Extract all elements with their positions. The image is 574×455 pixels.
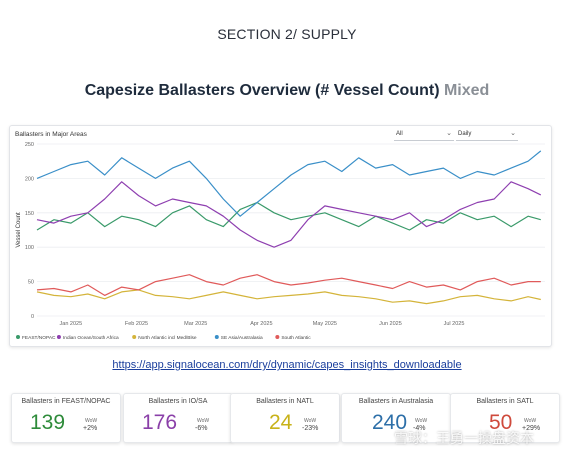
kpi-card-feast: Ballasters in FEAST/NOPAC 139 WoW +2%	[11, 393, 121, 443]
kpi-title: Ballasters in FEAST/NOPAC	[21, 398, 111, 405]
kpi-value: 24	[269, 411, 293, 434]
y-tick-label: 0	[31, 314, 34, 320]
chart-card: Ballasters in Major Areas 0 50 100 150 200 250…	[9, 125, 552, 347]
kpi-change: +29%	[522, 425, 541, 432]
kpi-title: Ballasters in SATL	[476, 398, 534, 405]
chevron-down-icon: ⌄	[446, 130, 452, 137]
kpi-unit: WoW	[85, 418, 98, 424]
kpi-unit: WoW	[524, 418, 537, 424]
legend-label: FEAST/NOPAC	[22, 335, 56, 341]
watermark: 雪球：王勇一操盘资本	[394, 431, 534, 447]
line-chart: Ballasters in Major Areas 0 50 100 150 200 250…	[15, 131, 545, 341]
kpi-value: 176	[142, 411, 178, 434]
kpi-change: +2%	[83, 425, 98, 432]
legend-marker	[132, 335, 137, 339]
x-tick-label: Jul 2025	[444, 321, 465, 327]
kpi-card-natl: Ballasters in NATL 24 WoW -23%	[230, 393, 340, 443]
x-tick-label: May 2025	[313, 321, 337, 327]
kpi-value: 139	[30, 411, 66, 434]
x-tick-label: Feb 2025	[125, 321, 148, 327]
kpi-card-australasia: Ballasters in Australasia 240 WoW -4%	[341, 393, 451, 443]
kpi-title: Ballasters in NATL	[256, 398, 314, 405]
chart-title: Ballasters in Major Areas	[15, 131, 88, 138]
legend-label: South Atlantic	[281, 335, 311, 341]
y-tick-label: 100	[25, 245, 34, 251]
x-tick-label: Apr 2025	[250, 321, 272, 327]
kpi-title: Ballasters in IO/SA	[148, 398, 208, 405]
region-dropdown[interactable]: All ⌄	[394, 129, 454, 141]
frequency-dropdown-value: Daily	[458, 131, 472, 137]
x-tick-label: Mar 2025	[184, 321, 207, 327]
page-title: Capesize Ballasters Overview (# Vessel C…	[0, 82, 574, 100]
legend-label: Indian Ocean/South Africa	[63, 335, 119, 341]
kpi-change: -23%	[302, 425, 319, 432]
kpi-title: Ballasters in Australasia	[358, 398, 434, 405]
section-title: SECTION 2/ SUPPLY	[217, 26, 357, 42]
x-tick-label: Jun 2025	[379, 321, 402, 327]
title-main: Capesize Ballasters Overview (# Vessel C…	[84, 82, 440, 99]
kpi-unit: WoW	[415, 418, 428, 424]
kpi-card-satl: Ballasters in SATL 50 WoW +29%	[450, 393, 560, 443]
legend-marker	[214, 335, 219, 339]
download-link[interactable]: https://app.signalocean.com/dry/dynamic/…	[112, 359, 462, 371]
kpi-value: 50	[489, 411, 513, 434]
series-line	[36, 274, 541, 296]
title-suffix: Mixed	[443, 82, 490, 99]
y-tick-label: 50	[28, 280, 34, 286]
region-dropdown-value: All	[396, 131, 403, 137]
kpi-unit: WoW	[304, 418, 317, 424]
y-axis-label: Vessel Count	[16, 212, 22, 248]
kpi-value: 240	[372, 411, 408, 434]
kpi-unit: WoW	[197, 418, 210, 424]
legend-marker	[16, 335, 20, 339]
kpi-card-iosa: Ballasters in IO/SA 176 WoW -6%	[123, 393, 233, 443]
series-line	[36, 181, 542, 248]
legend-marker	[56, 335, 61, 339]
chevron-down-icon: ⌄	[510, 130, 516, 137]
frequency-dropdown[interactable]: Daily ⌄	[456, 129, 518, 141]
kpi-change: -6%	[195, 425, 208, 432]
legend-label: North Atlantic incl Med/Blse	[138, 335, 197, 341]
kpi-change: -4%	[413, 425, 426, 432]
x-tick-label: Jan 2025	[60, 321, 83, 327]
series-line	[36, 289, 541, 305]
legend-marker	[275, 335, 280, 339]
legend-label: SE Asia/Australasia	[221, 335, 263, 341]
series-line	[36, 201, 541, 231]
y-tick-label: 200	[25, 176, 34, 182]
y-tick-label: 150	[25, 211, 34, 217]
y-tick-label: 250	[25, 142, 34, 148]
series-line	[36, 150, 542, 217]
